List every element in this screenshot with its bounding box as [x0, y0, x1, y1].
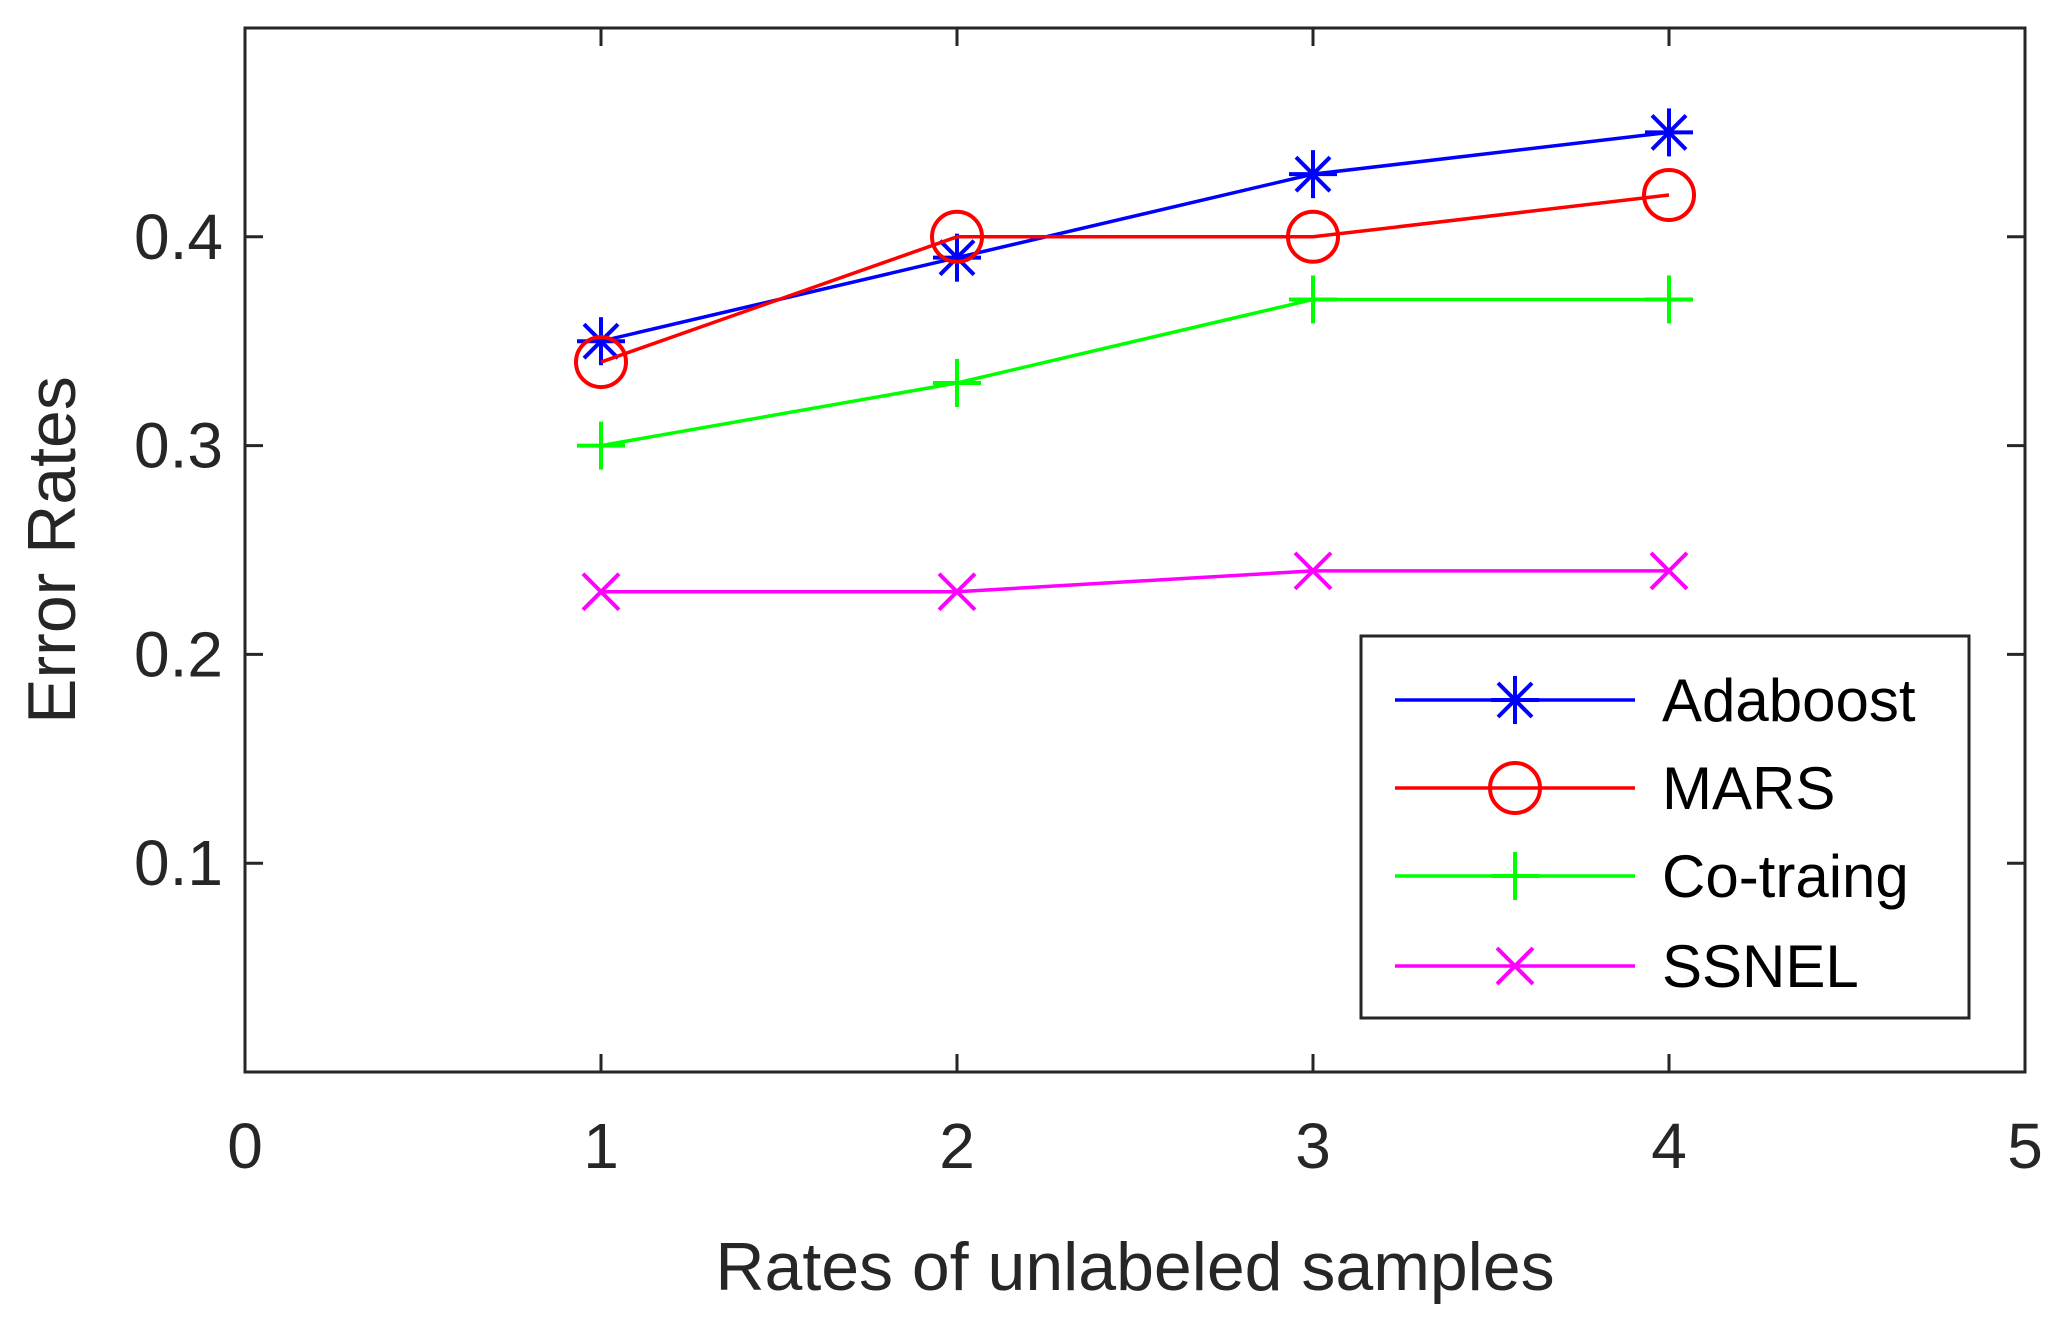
- legend-label: Adaboost: [1662, 667, 1916, 734]
- series-mars: [574, 168, 1696, 390]
- data-point-mars: [1642, 168, 1696, 223]
- legend-label: MARS: [1662, 755, 1835, 822]
- data-point-adaboost: [1289, 150, 1337, 199]
- ticks-layer: 0 1 2 3 4 5 0.1 0.2 0.3 0.4: [134, 28, 2043, 1182]
- data-point-ssnel: [937, 572, 977, 612]
- y-tick-label: 0.4: [134, 201, 223, 273]
- y-axis-label: Error Rates: [14, 376, 90, 724]
- data-point-mars: [574, 335, 628, 390]
- legend-marker-mars: [1488, 761, 1542, 815]
- plot-frame: [243, 26, 2027, 1074]
- data-point-adaboost: [1645, 108, 1693, 157]
- series-co-traing: [577, 275, 1693, 470]
- legend-label: SSNEL: [1662, 933, 1859, 1000]
- x-tick-label: 3: [1295, 1110, 1331, 1182]
- data-point-ssnel: [581, 572, 621, 612]
- legend: Adaboost MARS Co-traing SSNEL: [1359, 634, 1971, 1020]
- legend-item-co-traing: Co-traing: [1395, 843, 1909, 910]
- legend-marker-adaboost: [1491, 676, 1539, 724]
- data-point-co-traing: [577, 421, 625, 470]
- data-point-mars: [1286, 209, 1340, 264]
- legend-item-ssnel: SSNEL: [1395, 933, 1859, 1000]
- legend-item-adaboost: Adaboost: [1395, 667, 1916, 734]
- series-layer: [574, 108, 1696, 612]
- legend-marker-ssnel: [1495, 946, 1535, 986]
- data-point-mars: [930, 209, 984, 264]
- x-tick-label: 4: [1651, 1110, 1687, 1182]
- series-line-ssnel: [601, 569, 1669, 594]
- x-axis-label: Rates of unlabeled samples: [715, 1229, 1554, 1305]
- data-point-co-traing: [933, 358, 981, 407]
- x-tick-label: 2: [939, 1110, 975, 1182]
- y-tick-label: 0.3: [134, 410, 223, 482]
- x-tick-label: 0: [227, 1110, 263, 1182]
- data-point-ssnel: [1649, 551, 1689, 591]
- data-point-ssnel: [1293, 551, 1333, 591]
- data-point-co-traing: [1289, 275, 1337, 324]
- data-point-co-traing: [1645, 275, 1693, 324]
- legend-label: Co-traing: [1662, 843, 1909, 910]
- x-tick-label: 5: [2007, 1110, 2043, 1182]
- series-line-co-traing: [600, 297, 1669, 448]
- legend-marker-co-traing: [1491, 852, 1539, 900]
- y-tick-label: 0.1: [134, 827, 223, 899]
- x-tick-label: 1: [583, 1110, 619, 1182]
- legend-item-mars: MARS: [1395, 755, 1835, 822]
- series-ssnel: [581, 551, 1689, 612]
- y-tick-label: 0.2: [134, 618, 223, 690]
- series-line-mars: [600, 193, 1670, 364]
